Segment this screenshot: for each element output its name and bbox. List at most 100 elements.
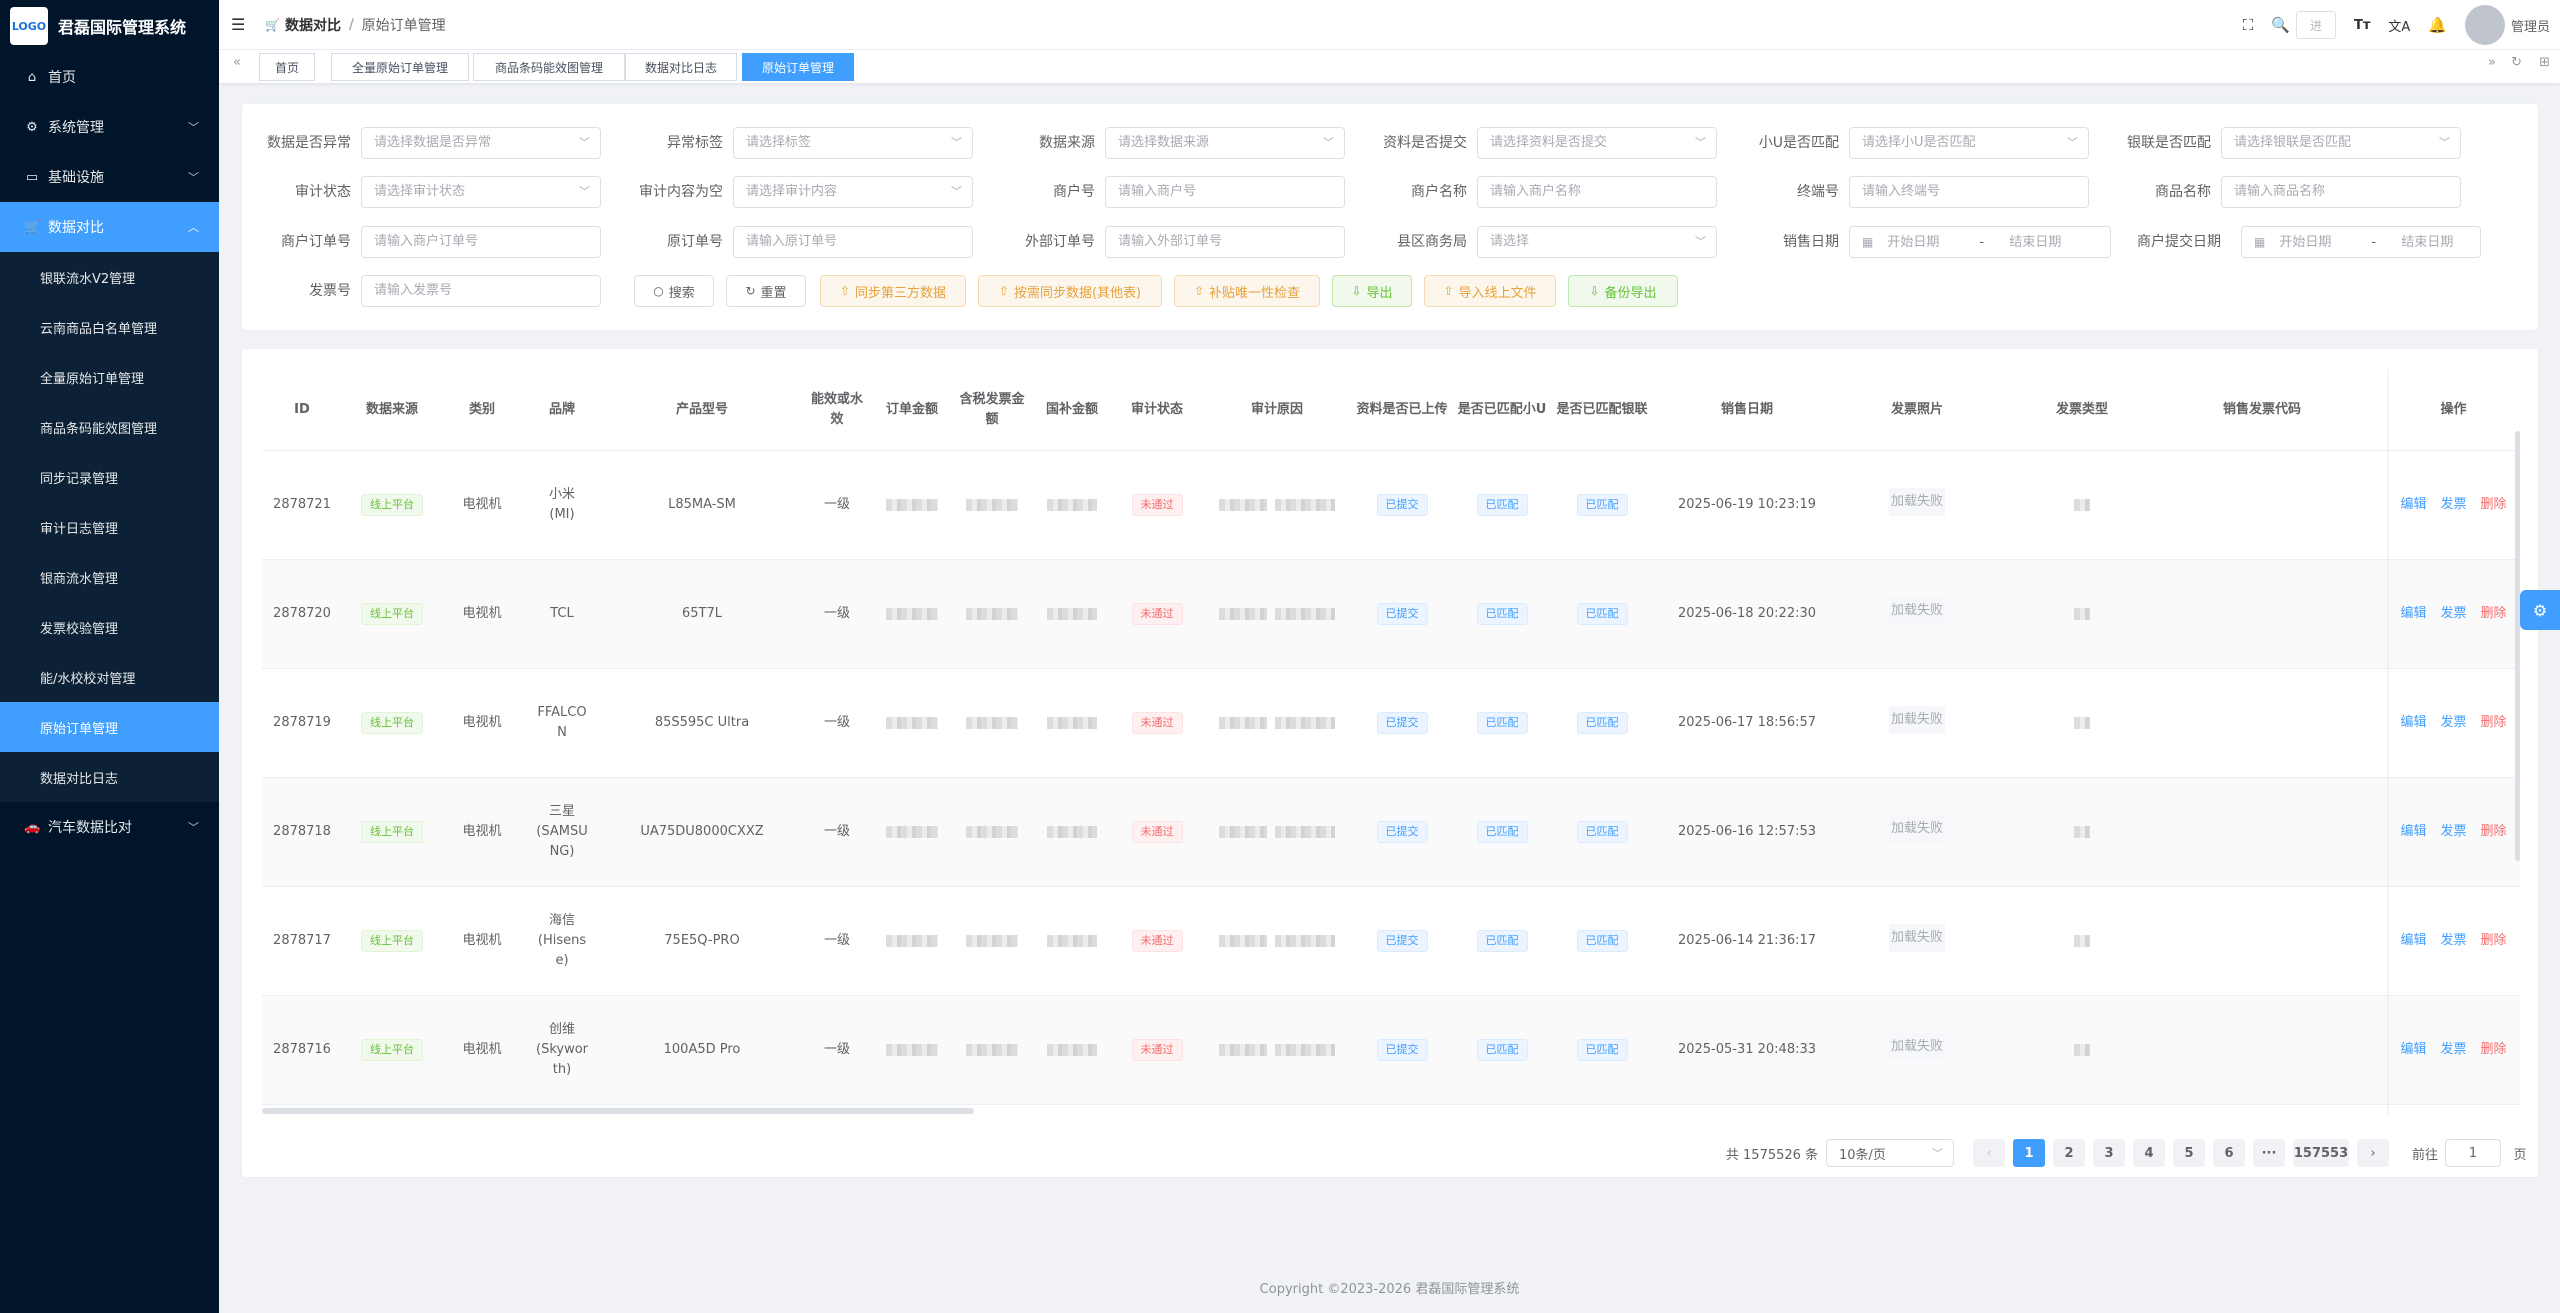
- sidebar-item-car[interactable]: 🚗 汽车数据比对 ﹀: [0, 802, 219, 852]
- edit-link[interactable]: 编辑: [2400, 606, 2427, 621]
- page-more[interactable]: ···: [2253, 1139, 2285, 1167]
- tag-compare-log[interactable]: 数据对比日志: [625, 53, 737, 81]
- tag-raw-order[interactable]: 原始订单管理: [742, 53, 854, 81]
- original-order-input[interactable]: 请输入原订单号: [733, 226, 973, 258]
- table-row[interactable]: 2878718 线上平台 电视机 三星 (SAMSUNG) UA75DU8000CXXZ…: [262, 778, 2520, 887]
- sync-other-button[interactable]: ⇧ 按需同步数据(其他表): [978, 275, 1162, 307]
- delete-link[interactable]: 删除: [2480, 1042, 2507, 1057]
- merchant-order-input[interactable]: 请输入商户订单号: [361, 226, 601, 258]
- breadcrumb-item[interactable]: 数据对比: [284, 17, 341, 34]
- table-row[interactable]: 2878719 线上平台 电视机 FFALCON 85S595C Ultra 一级 未通过 已…: [262, 669, 2520, 778]
- header-search-input[interactable]: 进: [2295, 11, 2336, 39]
- sidebar-item-system[interactable]: ⚙ 系统管理 ﹀: [0, 102, 219, 152]
- submenu-item[interactable]: 审计日志管理: [40, 521, 119, 537]
- submit-date-range[interactable]: ▦ 开始日期 - 结束日期: [2241, 226, 2481, 258]
- select-doc-submitted[interactable]: 请选择资料是否提交 ﹀: [1477, 127, 1717, 159]
- external-order-input[interactable]: 请输入外部订单号: [1105, 226, 1345, 258]
- edit-link[interactable]: 编辑: [2400, 497, 2427, 512]
- prev-page-icon[interactable]: ‹: [1973, 1139, 2005, 1167]
- end-date[interactable]: 结束日期: [2401, 235, 2454, 250]
- tag-full-order[interactable]: 全量原始订单管理: [331, 53, 469, 81]
- submenu-item[interactable]: 全量原始订单管理: [40, 371, 145, 387]
- invoice-link[interactable]: 发票: [2440, 824, 2467, 839]
- invoice-link[interactable]: 发票: [2440, 606, 2467, 621]
- start-date[interactable]: 开始日期: [1887, 235, 1940, 250]
- submenu-item[interactable]: 能/水校校对管理: [40, 671, 136, 687]
- page-size-select[interactable]: 10条/页 ﹀: [1826, 1139, 1954, 1167]
- submenu-item[interactable]: 银商流水管理: [40, 571, 119, 587]
- sale-date-range[interactable]: ▦ 开始日期 - 结束日期: [1849, 226, 2111, 258]
- invoice-link[interactable]: 发票: [2440, 497, 2467, 512]
- refresh-icon[interactable]: ↻: [2511, 55, 2522, 70]
- page-last[interactable]: 157553: [2293, 1139, 2349, 1167]
- backup-export-button[interactable]: ⇩ 备份导出: [1568, 275, 1678, 307]
- edit-link[interactable]: 编辑: [2400, 933, 2427, 948]
- select-audit-status[interactable]: 请选择审计状态 ﹀: [361, 176, 601, 208]
- fullscreen-icon[interactable]: ⛶: [2242, 16, 2254, 34]
- submenu-item[interactable]: 数据对比日志: [40, 771, 119, 787]
- delete-link[interactable]: 删除: [2480, 933, 2507, 948]
- hamburger-icon[interactable]: ☰: [231, 15, 246, 34]
- delete-link[interactable]: 删除: [2480, 497, 2507, 512]
- page-1[interactable]: 1: [2013, 1139, 2045, 1167]
- delete-link[interactable]: 删除: [2480, 824, 2507, 839]
- goto-page-input[interactable]: 1: [2445, 1139, 2501, 1167]
- sidebar-item-home[interactable]: ⌂ 首页: [0, 52, 219, 102]
- translate-icon[interactable]: 文A: [2388, 19, 2411, 35]
- page-6[interactable]: 6: [2213, 1139, 2245, 1167]
- export-button[interactable]: ⇩ 导出: [1332, 275, 1412, 307]
- horizontal-scrollbar[interactable]: [262, 1108, 974, 1114]
- edit-link[interactable]: 编辑: [2400, 1042, 2427, 1057]
- table-row[interactable]: 2878716 线上平台 电视机 创维 (Skyworth) 100A5D Pro 一级 未…: [262, 996, 2520, 1105]
- user-name[interactable]: 管理员: [2510, 19, 2550, 35]
- delete-link[interactable]: 删除: [2480, 606, 2507, 621]
- submenu-item[interactable]: 商品条码能效图管理: [40, 421, 158, 437]
- settings-float-button[interactable]: ⚙: [2520, 590, 2560, 630]
- merchant-no-input[interactable]: 请输入商户号: [1105, 176, 1345, 208]
- tag-home[interactable]: 首页: [259, 53, 315, 81]
- bell-icon[interactable]: 🔔: [2428, 16, 2447, 34]
- reset-button[interactable]: ↻ 重置: [726, 275, 806, 307]
- submenu-item[interactable]: 云南商品白名单管理: [40, 321, 158, 337]
- start-date[interactable]: 开始日期: [2279, 235, 2332, 250]
- import-online-button[interactable]: ⇧ 导入线上文件: [1424, 275, 1556, 307]
- sync-third-party-button[interactable]: ⇧ 同步第三方数据: [820, 275, 966, 307]
- product-name-input[interactable]: 请输入商品名称: [2221, 176, 2461, 208]
- end-date[interactable]: 结束日期: [2009, 235, 2062, 250]
- submenu-item[interactable]: 同步记录管理: [40, 471, 119, 487]
- page-3[interactable]: 3: [2093, 1139, 2125, 1167]
- page-4[interactable]: 4: [2133, 1139, 2165, 1167]
- font-size-icon[interactable]: Tт: [2353, 17, 2371, 33]
- select-audit-empty[interactable]: 请选择审计内容 ﹀: [733, 176, 973, 208]
- sidebar-item-infra[interactable]: ▭ 基础设施 ﹀: [0, 152, 219, 202]
- invoice-no-input[interactable]: 请输入发票号: [361, 275, 601, 307]
- terminal-no-input[interactable]: 请输入终端号: [1849, 176, 2089, 208]
- page-2[interactable]: 2: [2053, 1139, 2085, 1167]
- select-abnormal[interactable]: 请选择数据是否异常 ﹀: [361, 127, 601, 159]
- page-5[interactable]: 5: [2173, 1139, 2205, 1167]
- subsidy-check-button[interactable]: ⇧ 补贴唯一性检查: [1174, 275, 1320, 307]
- vertical-scrollbar[interactable]: [2515, 431, 2520, 861]
- next-page-icon[interactable]: ›: [2357, 1139, 2389, 1167]
- select-county-bureau[interactable]: 请选择 ﹀: [1477, 226, 1717, 258]
- search-button[interactable]: ○ 搜索: [634, 275, 714, 307]
- merchant-name-input[interactable]: 请输入商户名称: [1477, 176, 1717, 208]
- table-row[interactable]: 2878717 线上平台 电视机 海信 (Hisense) 75E5Q-PRO 一级 未通过…: [262, 887, 2520, 996]
- submenu-item[interactable]: 发票校验管理: [40, 621, 119, 637]
- edit-link[interactable]: 编辑: [2400, 715, 2427, 730]
- select-unionpay-match[interactable]: 请选择银联是否匹配 ﹀: [2221, 127, 2461, 159]
- avatar[interactable]: [2464, 5, 2505, 45]
- grid-icon[interactable]: ⊞: [2539, 55, 2550, 70]
- invoice-link[interactable]: 发票: [2440, 933, 2467, 948]
- table-row[interactable]: 2878721 线上平台 电视机 小米 (MI) L85MA-SM 一级 未通过 已提交 已匹配…: [262, 451, 2520, 560]
- submenu-item-active[interactable]: 原始订单管理: [0, 702, 219, 752]
- invoice-link[interactable]: 发票: [2440, 715, 2467, 730]
- sidebar-item-data-compare[interactable]: 🛒 数据对比 ︿: [0, 202, 219, 252]
- select-abnormal-tag[interactable]: 请选择标签 ﹀: [733, 127, 973, 159]
- select-source[interactable]: 请选择数据来源 ﹀: [1105, 127, 1345, 159]
- tags-scroll-left-icon[interactable]: «: [233, 55, 241, 70]
- edit-link[interactable]: 编辑: [2400, 824, 2427, 839]
- tag-barcode[interactable]: 商品条码能效图管理: [473, 53, 625, 81]
- select-xiaou-match[interactable]: 请选择小U是否匹配 ﹀: [1849, 127, 2089, 159]
- delete-link[interactable]: 删除: [2480, 715, 2507, 730]
